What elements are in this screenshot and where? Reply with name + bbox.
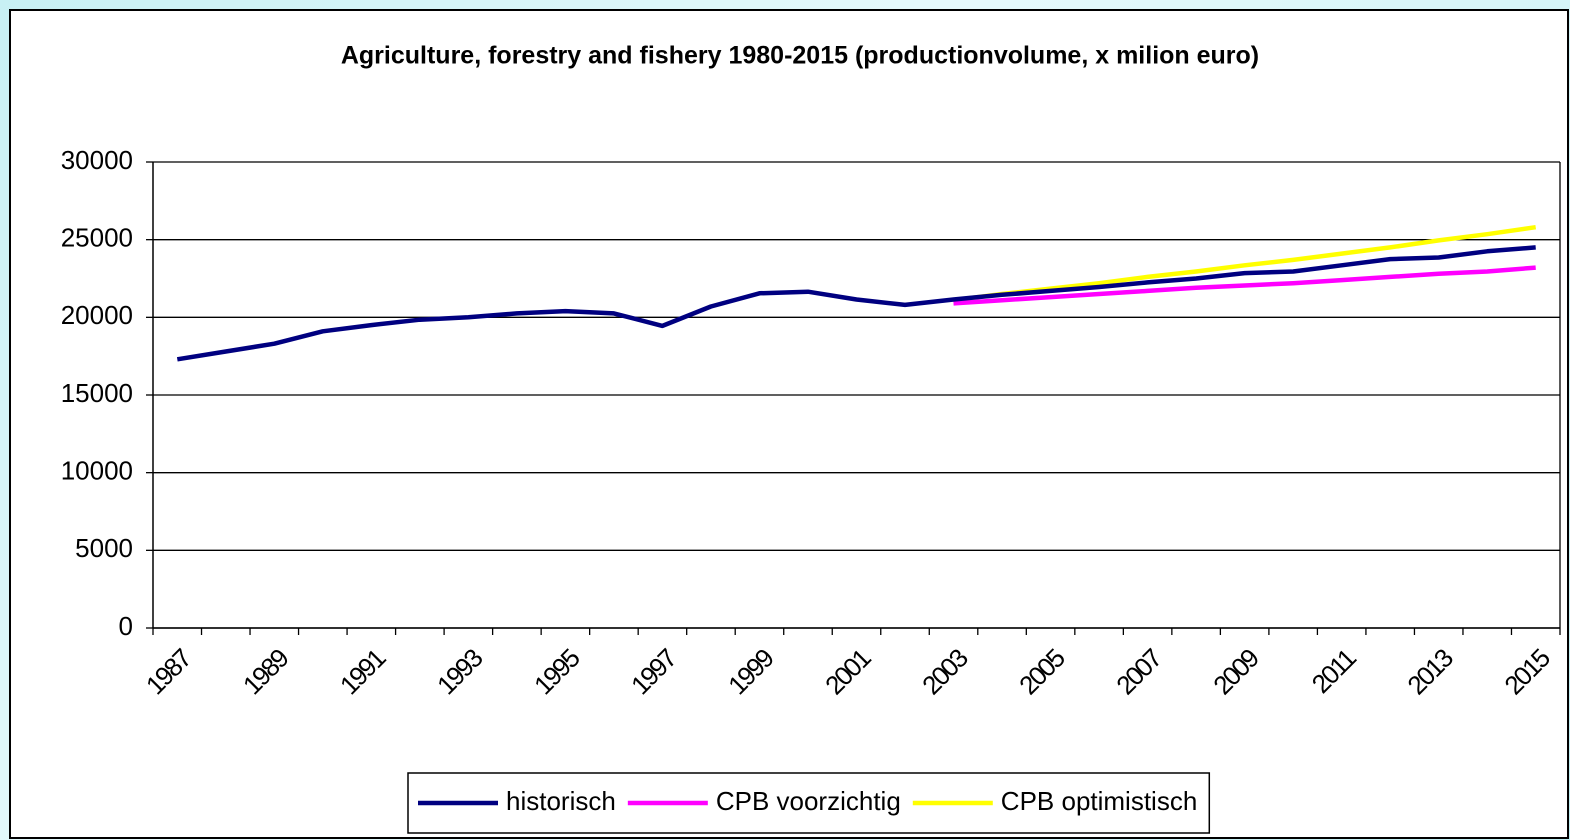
legend-label: CPB voorzichtig [716, 786, 901, 816]
y-tick-label: 0 [119, 611, 133, 641]
y-tick-label: 5000 [75, 533, 133, 563]
y-tick-label: 15000 [61, 378, 133, 408]
y-tick-label: 30000 [61, 145, 133, 175]
y-tick-label: 20000 [61, 300, 133, 330]
legend-label: CPB optimistisch [1001, 786, 1198, 816]
series-line [176, 245, 1536, 362]
legend: historisch CPB voorzichtig CPB optimistisc… [407, 772, 1211, 834]
chart-title: Agriculture, forestry and fishery 1980-2… [341, 42, 1259, 70]
legend-box [407, 772, 1211, 834]
legend-label: historisch [506, 786, 616, 816]
series-line [953, 265, 1536, 306]
series-line [953, 224, 1537, 303]
chart-frame [9, 9, 1569, 839]
y-tick-label: 10000 [61, 456, 133, 486]
y-tick-label: 25000 [61, 223, 133, 253]
